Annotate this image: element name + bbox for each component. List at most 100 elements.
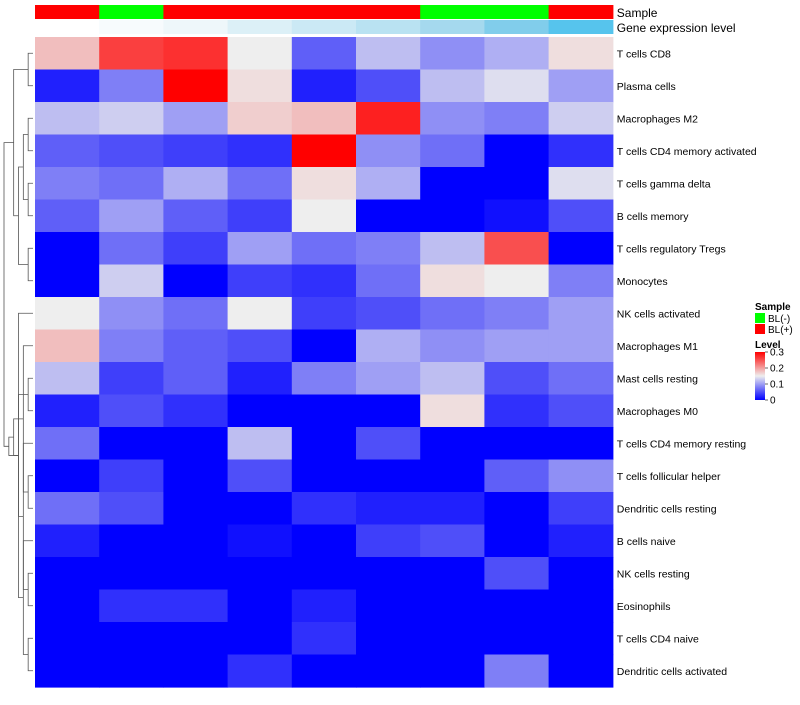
sample-annotation-cell [356, 5, 421, 19]
heatmap-cell [484, 134, 550, 168]
dendrogram-branch [27, 247, 33, 282]
dendrogram-branch [27, 377, 33, 412]
heatmap-cell [99, 394, 164, 428]
heatmap-cell [420, 492, 485, 526]
legend-level-tick-label: 0.1 [770, 380, 784, 391]
dendrogram-branch [22, 345, 33, 493]
row-label: T cells follicular helper [617, 471, 721, 483]
heatmap-cell [35, 622, 100, 656]
dendrogram-branch [18, 312, 33, 599]
sample-annotation-cell [484, 5, 550, 19]
heatmap-cell [227, 134, 293, 168]
heatmap-cell [163, 264, 229, 298]
heatmap-cell [356, 524, 421, 558]
heatmap-cell [420, 654, 485, 688]
heatmap-cell [484, 102, 550, 136]
dendrogram-branch [27, 572, 33, 607]
heatmap-cell [548, 37, 614, 71]
sample-annotation-label: Sample [617, 6, 658, 20]
heatmap-cell [227, 557, 293, 591]
heatmap-cell [548, 362, 614, 396]
heatmap-cell [484, 37, 550, 71]
heatmap-cell [291, 297, 357, 331]
row-label: NK cells resting [617, 568, 690, 580]
heatmap-cell [548, 394, 614, 428]
heatmap-cell [291, 492, 357, 526]
heatmap-cell [227, 654, 293, 688]
heatmap-cell [227, 102, 293, 136]
heatmap-cell [227, 524, 293, 558]
heatmap-cell [35, 69, 100, 103]
row-label: T cells CD4 memory resting [617, 438, 746, 450]
heatmap-cell [163, 362, 229, 396]
heatmap-cell [420, 199, 485, 233]
heatmap-cell [227, 199, 293, 233]
heatmap-cell [356, 102, 421, 136]
heatmap-cells [35, 37, 614, 688]
row-label: NK cells activated [617, 308, 701, 320]
heatmap-cell [356, 427, 421, 461]
expression-annotation-cell [420, 20, 485, 34]
legend-sample-swatch [755, 324, 765, 334]
heatmap-cell [356, 232, 421, 266]
heatmap-cell [35, 427, 100, 461]
heatmap-cell [291, 329, 357, 363]
heatmap-cell [35, 37, 100, 71]
heatmap-cell [35, 264, 100, 298]
heatmap-cell [163, 329, 229, 363]
heatmap-cell [99, 264, 164, 298]
heatmap-cell [548, 557, 614, 591]
sample-annotation-cell [35, 5, 100, 19]
expression-annotation-cell [99, 20, 164, 34]
heatmap-cell [227, 69, 293, 103]
heatmap-cell [291, 37, 357, 71]
legend-level-tick-label: 0.2 [770, 364, 784, 375]
heatmap-cell [484, 427, 550, 461]
heatmap-cell [163, 199, 229, 233]
legend-level-colorbar [755, 352, 765, 400]
heatmap-cell [356, 394, 421, 428]
sample-annotation-cell [163, 5, 229, 19]
heatmap-cell [420, 622, 485, 656]
sample-annotation-cell [227, 5, 293, 19]
heatmap-cell [163, 69, 229, 103]
row-label: Monocytes [617, 276, 668, 288]
heatmap-cell [227, 167, 293, 201]
heatmap-cell [99, 37, 164, 71]
dendrogram-branch [27, 117, 33, 152]
heatmap-cell [35, 524, 100, 558]
heatmap-cell [484, 329, 550, 363]
heatmap-cell [420, 589, 485, 623]
expression-annotation-cell [227, 20, 293, 34]
heatmap-cell [484, 524, 550, 558]
legend-level-tick-label: 0.3 [770, 348, 784, 359]
sample-annotation-cell [291, 5, 357, 19]
heatmap-cell [548, 167, 614, 201]
dendrogram-branch [13, 69, 29, 217]
heatmap-cell [227, 589, 293, 623]
heatmap-cell [35, 459, 100, 493]
heatmap-cell [99, 329, 164, 363]
heatmap-cell [291, 459, 357, 493]
heatmap-cell [163, 134, 229, 168]
heatmap-cell [484, 264, 550, 298]
heatmap-cell [35, 654, 100, 688]
heatmap-cell [35, 362, 100, 396]
heatmap-cell [291, 654, 357, 688]
heatmap-cell [99, 492, 164, 526]
heatmap-cell [420, 134, 485, 168]
heatmap-cell [356, 459, 421, 493]
legend-level-tick-label: 0 [770, 396, 776, 407]
heatmap-cell [99, 102, 164, 136]
heatmap-cell [163, 589, 229, 623]
heatmap-cell [99, 232, 164, 266]
heatmap-cell [548, 102, 614, 136]
heatmap-cell [35, 102, 100, 136]
heatmap-cell [420, 524, 485, 558]
row-label: Eosinophils [617, 601, 671, 613]
dendrogram-branch [27, 475, 33, 509]
heatmap-cell [163, 557, 229, 591]
row-label: Macrophages M0 [617, 406, 698, 418]
heatmap-cell [99, 557, 164, 591]
